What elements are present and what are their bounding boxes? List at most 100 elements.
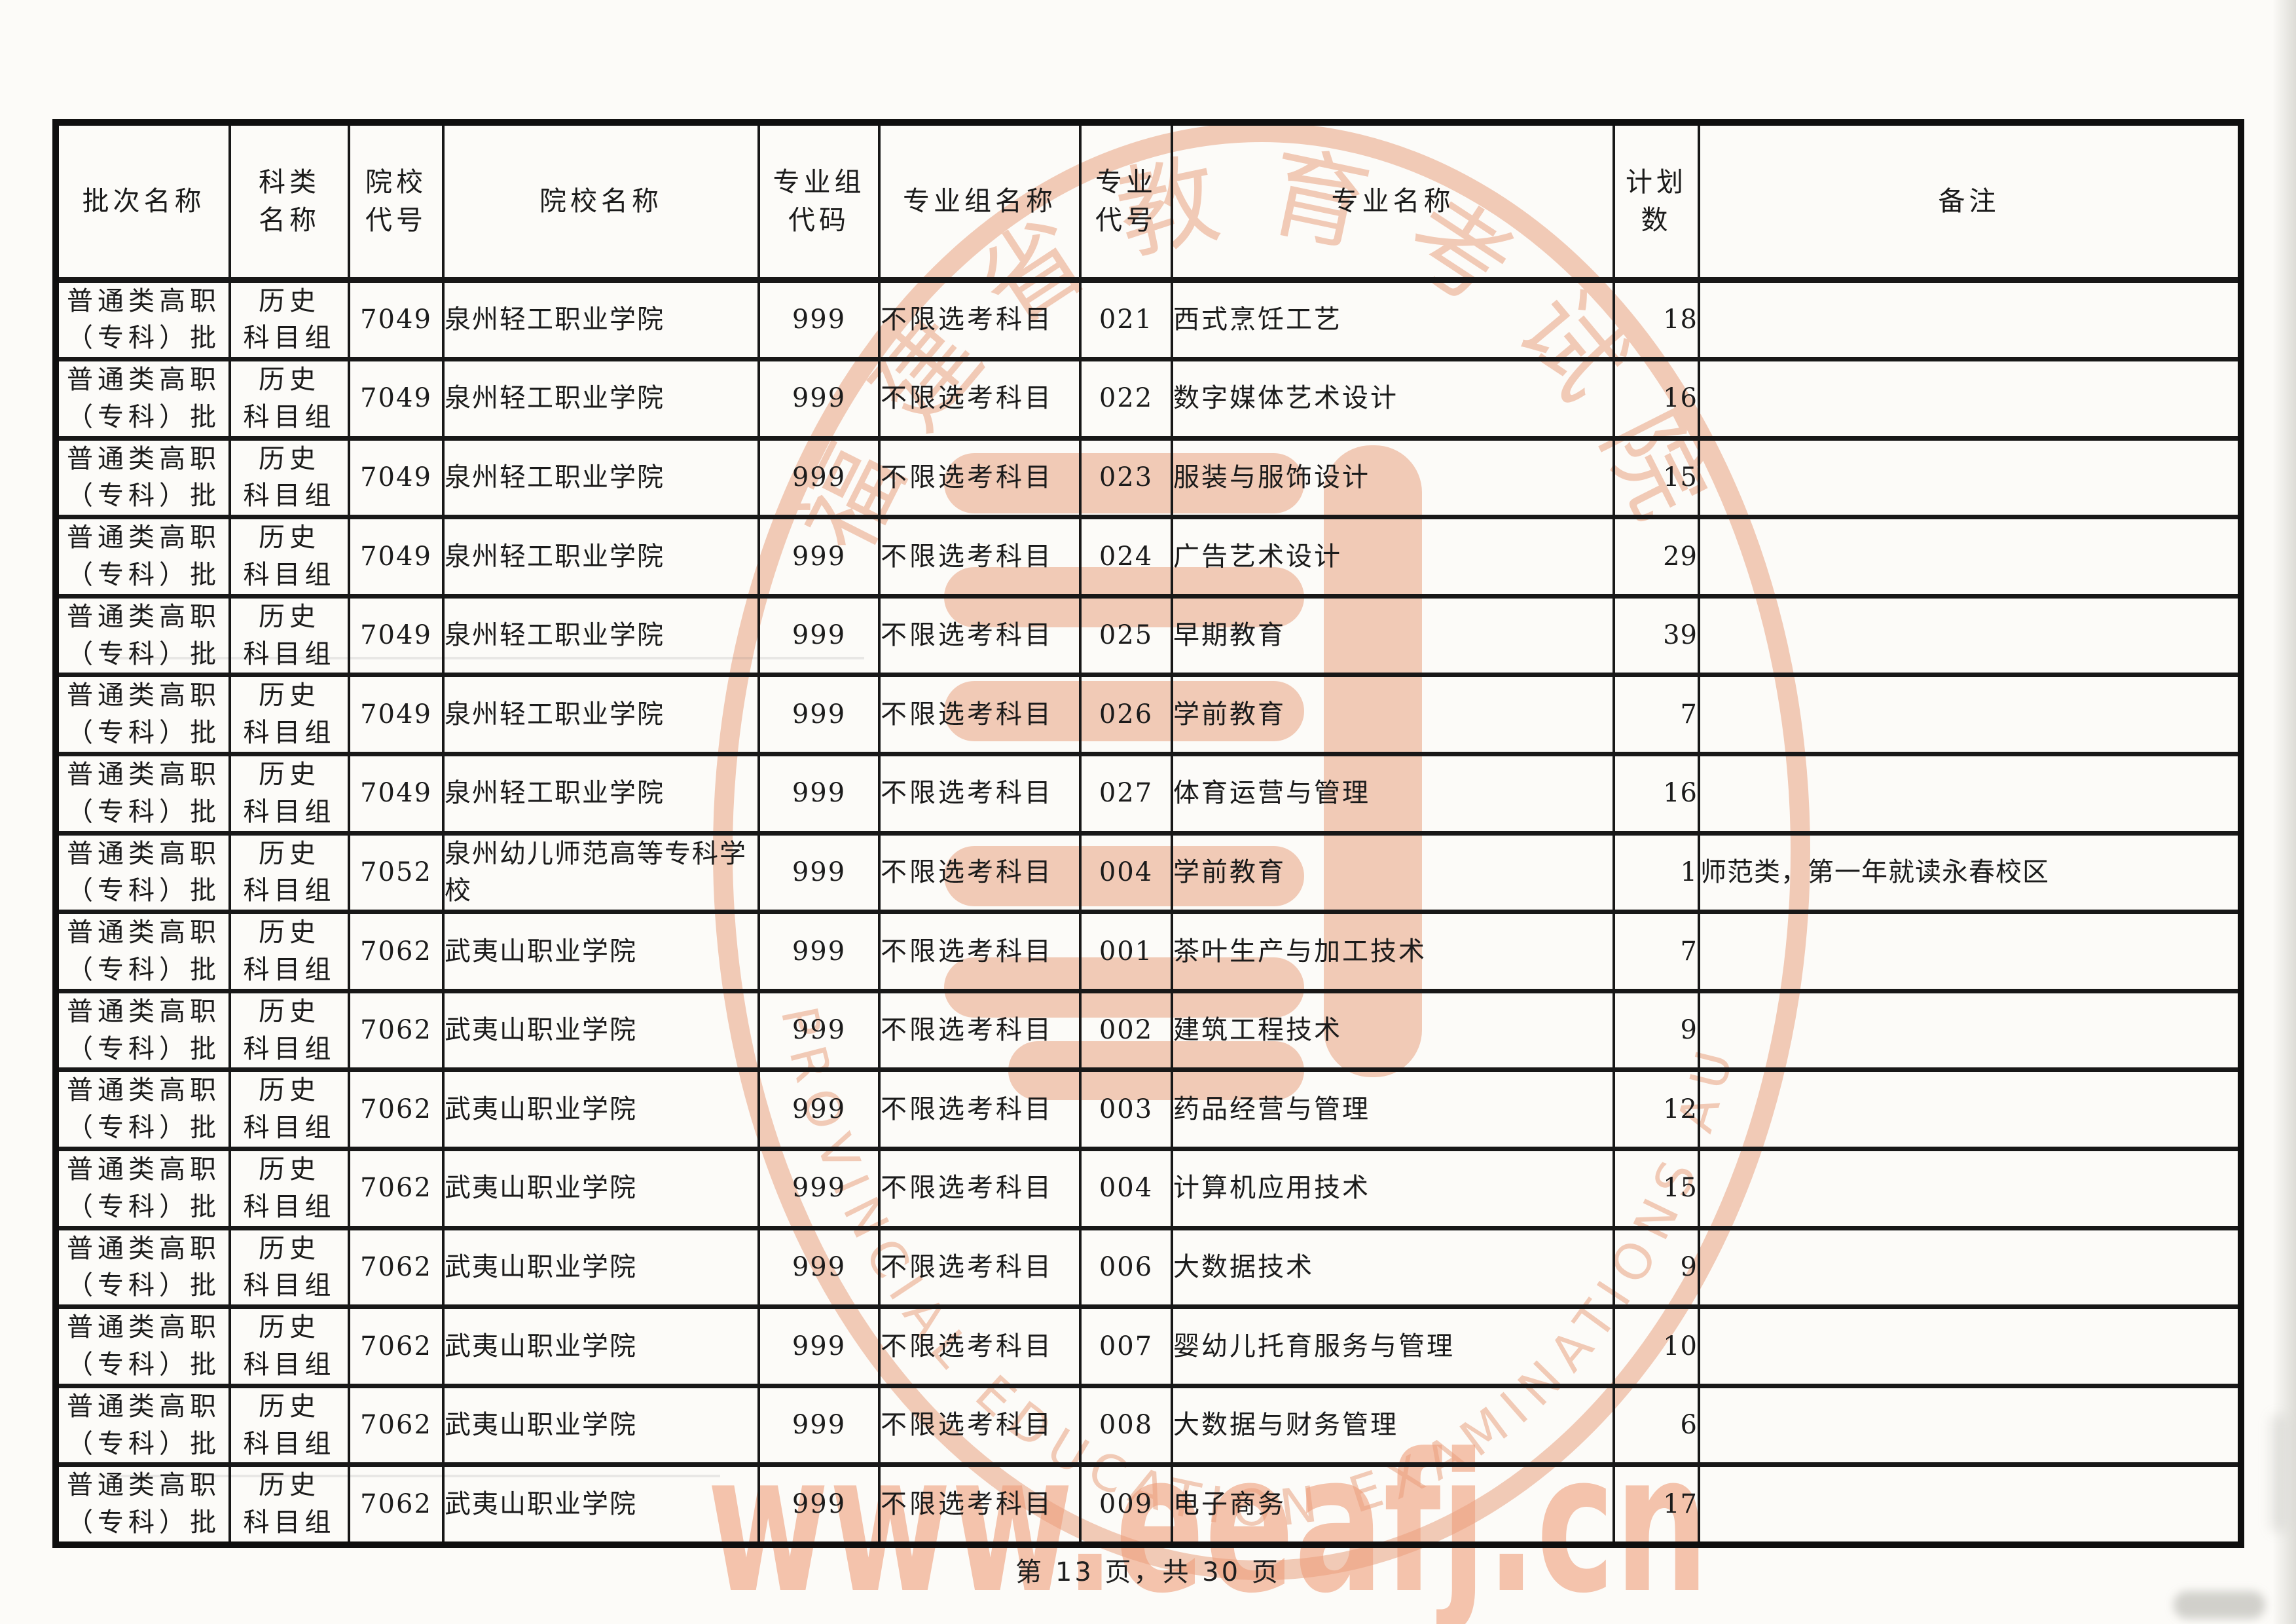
cell-school_code: 7049 (348, 435, 445, 520)
cell-remark (1698, 593, 2242, 678)
cell-group_code: 999 (757, 988, 881, 1073)
cell-group_name: 不限选考科目 (878, 1147, 1082, 1230)
cell-major_code: 022 (1079, 357, 1173, 441)
cell-group_code: 999 (757, 752, 881, 836)
page-number-footer: 第 13 页，共 30 页 (1015, 1557, 1281, 1587)
cell-batch: 普通类高职 （专科）批 (54, 752, 231, 836)
cell-school_code: 7062 (348, 988, 445, 1073)
cell-school_code: 7049 (348, 515, 445, 599)
cell-group_name: 不限选考科目 (878, 830, 1082, 915)
cell-plan: 39 (1613, 593, 1700, 678)
cell-group_code: 999 (757, 1067, 881, 1152)
cell-plan: 15 (1613, 1147, 1700, 1230)
cell-group_name: 不限选考科目 (878, 673, 1082, 757)
cell-subject: 历史 科目组 (228, 1067, 350, 1152)
cell-remark (1698, 910, 2242, 993)
cell-major_code: 021 (1079, 277, 1173, 362)
cell-batch: 普通类高职 （专科）批 (54, 1462, 231, 1547)
cell-remark (1698, 1304, 2242, 1388)
cell-major: 学前教育 (1171, 673, 1615, 757)
admission-plan-table: 批次名称 科类 名称 院校 代号 院校名称 专业组 代码 专业组名称 专业 代号… (52, 119, 2244, 1548)
header-plan-count: 计划 数 (1613, 120, 1700, 283)
cell-plan: 9 (1613, 988, 1700, 1073)
cell-plan: 9 (1613, 1225, 1700, 1310)
cell-batch: 普通类高职 （专科）批 (54, 357, 231, 441)
cell-subject: 历史 科目组 (228, 988, 350, 1073)
table-row: 普通类高职 （专科）批 历史 科目组 7049 泉州轻工职业学院 999 不限选考科目 02… (54, 357, 2242, 441)
table-row: 普通类高职 （专科）批 历史 科目组 7062 武夷山职业学院 999 不限选考科目 004… (54, 1147, 2242, 1230)
cell-remark (1698, 752, 2242, 836)
header-group-code: 专业组 代码 (757, 120, 881, 283)
cell-major: 学前教育 (1171, 830, 1615, 915)
cell-school: 武夷山职业学院 (442, 1067, 760, 1152)
cell-group_name: 不限选考科目 (878, 910, 1082, 993)
cell-plan: 16 (1613, 752, 1700, 836)
cell-remark (1698, 988, 2242, 1073)
cell-major: 广告艺术设计 (1171, 515, 1615, 599)
cell-subject: 历史 科目组 (228, 593, 350, 678)
cell-school_code: 7049 (348, 593, 445, 678)
cell-school_code: 7062 (348, 1147, 445, 1230)
cell-school: 泉州轻工职业学院 (442, 593, 760, 678)
scan-edge-shadow (2272, 0, 2296, 1624)
cell-plan: 7 (1613, 673, 1700, 757)
cell-group_code: 999 (757, 435, 881, 520)
header-subject-category: 科类 名称 (228, 120, 350, 283)
cell-major_code: 006 (1079, 1225, 1173, 1310)
cell-major_code: 026 (1079, 673, 1173, 757)
cell-batch: 普通类高职 （专科）批 (54, 830, 231, 915)
table-row: 普通类高职 （专科）批 历史 科目组 7052 泉州幼儿师范高等专科学 校 999 不限选… (54, 830, 2242, 915)
cell-group_code: 999 (757, 1462, 881, 1547)
cell-subject: 历史 科目组 (228, 752, 350, 836)
cell-school: 泉州轻工职业学院 (442, 515, 760, 599)
cell-batch: 普通类高职 （专科）批 (54, 435, 231, 520)
cell-major_code: 025 (1079, 593, 1173, 678)
table-row: 普通类高职 （专科）批 历史 科目组 7049 泉州轻工职业学院 999 不限选考科目 02… (54, 673, 2242, 757)
cell-school: 泉州幼儿师范高等专科学 校 (442, 830, 760, 915)
cell-group_code: 999 (757, 1383, 881, 1467)
cell-remark (1698, 435, 2242, 520)
cell-subject: 历史 科目组 (228, 1462, 350, 1547)
cell-school_code: 7062 (348, 1462, 445, 1547)
cell-major_code: 004 (1079, 830, 1173, 915)
cell-major_code: 023 (1079, 435, 1173, 520)
header-major-code: 专业 代号 (1079, 120, 1173, 283)
cell-major_code: 007 (1079, 1304, 1173, 1388)
cell-group_name: 不限选考科目 (878, 988, 1082, 1073)
cell-school: 泉州轻工职业学院 (442, 277, 760, 362)
table-row: 普通类高职 （专科）批 历史 科目组 7062 武夷山职业学院 999 不限选考科目 007… (54, 1304, 2242, 1388)
cell-school: 泉州轻工职业学院 (442, 357, 760, 441)
cell-subject: 历史 科目组 (228, 1383, 350, 1467)
cell-group_name: 不限选考科目 (878, 1383, 1082, 1467)
cell-group_code: 999 (757, 593, 881, 678)
cell-batch: 普通类高职 （专科）批 (54, 515, 231, 599)
cell-major: 建筑工程技术 (1171, 988, 1615, 1073)
cell-plan: 18 (1613, 277, 1700, 362)
cell-batch: 普通类高职 （专科）批 (54, 673, 231, 757)
cell-major_code: 008 (1079, 1383, 1173, 1467)
cell-major_code: 027 (1079, 752, 1173, 836)
cell-batch: 普通类高职 （专科）批 (54, 1383, 231, 1467)
cell-subject: 历史 科目组 (228, 435, 350, 520)
cell-group_name: 不限选考科目 (878, 1225, 1082, 1310)
scan-smudge (2270, 1414, 2285, 1532)
cell-batch: 普通类高职 （专科）批 (54, 1225, 231, 1310)
cell-batch: 普通类高职 （专科）批 (54, 593, 231, 678)
cell-batch: 普通类高职 （专科）批 (54, 1304, 231, 1388)
cell-group_name: 不限选考科目 (878, 435, 1082, 520)
table-header-row: 批次名称 科类 名称 院校 代号 院校名称 专业组 代码 专业组名称 专业 代号… (54, 120, 2242, 283)
cell-remark (1698, 515, 2242, 599)
cell-major: 早期教育 (1171, 593, 1615, 678)
cell-plan: 1 (1613, 830, 1700, 915)
cell-group_name: 不限选考科目 (878, 357, 1082, 441)
cell-batch: 普通类高职 （专科）批 (54, 910, 231, 993)
cell-school_code: 7062 (348, 1304, 445, 1388)
cell-major_code: 001 (1079, 910, 1173, 993)
cell-major_code: 002 (1079, 988, 1173, 1073)
cell-major_code: 024 (1079, 515, 1173, 599)
cell-remark (1698, 277, 2242, 362)
cell-plan: 16 (1613, 357, 1700, 441)
cell-school_code: 7062 (348, 1225, 445, 1310)
cell-plan: 6 (1613, 1383, 1700, 1467)
